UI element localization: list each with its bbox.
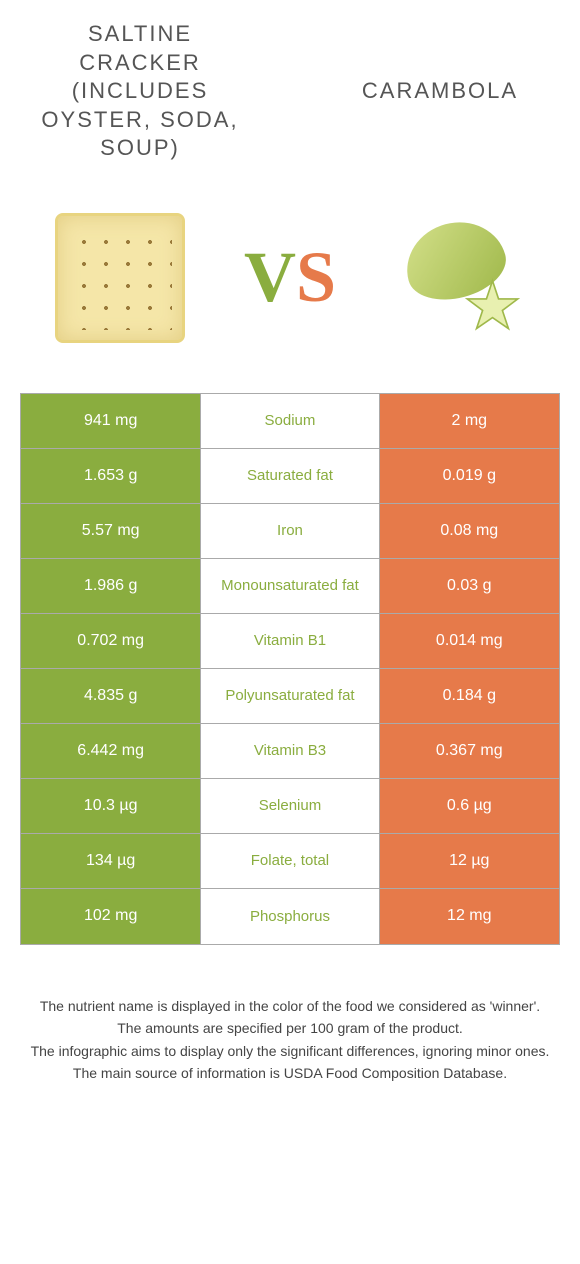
right-value: 0.03 g [380,559,559,613]
table-row: 1.653 gSaturated fat0.019 g [21,449,559,504]
carambola-icon [390,218,530,338]
right-value: 0.019 g [380,449,559,503]
right-food-title: CARAMBOLA [330,78,550,104]
nutrient-name: Polyunsaturated fat [200,669,379,723]
left-value: 134 µg [21,834,200,888]
left-value: 6.442 mg [21,724,200,778]
right-value: 0.6 µg [380,779,559,833]
table-row: 102 mgPhosphorus12 mg [21,889,559,944]
right-value: 0.367 mg [380,724,559,778]
right-food-image [385,203,535,353]
right-value: 2 mg [380,394,559,448]
table-row: 134 µgFolate, total12 µg [21,834,559,889]
table-row: 4.835 gPolyunsaturated fat0.184 g [21,669,559,724]
comparison-table: 941 mgSodium2 mg1.653 gSaturated fat0.01… [20,393,560,945]
left-value: 1.986 g [21,559,200,613]
footer-notes: The nutrient name is displayed in the co… [0,945,580,1105]
left-value: 941 mg [21,394,200,448]
footer-line: The amounts are specified per 100 gram o… [30,1017,550,1039]
header: SALTINE CRACKER (INCLUDES OYSTER, SODA, … [0,0,580,173]
left-value: 10.3 µg [21,779,200,833]
nutrient-name: Iron [200,504,379,558]
footer-line: The main source of information is USDA F… [30,1062,550,1084]
left-food-title: SALTINE CRACKER (INCLUDES OYSTER, SODA, … [30,20,250,163]
footer-line: The nutrient name is displayed in the co… [30,995,550,1017]
nutrient-name: Phosphorus [200,889,379,944]
left-value: 102 mg [21,889,200,944]
left-value: 4.835 g [21,669,200,723]
nutrient-name: Monounsaturated fat [200,559,379,613]
footer-line: The infographic aims to display only the… [30,1040,550,1062]
right-value: 12 mg [380,889,559,944]
left-value: 0.702 mg [21,614,200,668]
right-value: 0.184 g [380,669,559,723]
table-row: 941 mgSodium2 mg [21,394,559,449]
right-value: 0.08 mg [380,504,559,558]
vs-s: S [296,237,336,317]
left-food-image [45,203,195,353]
vs-v: V [244,237,296,317]
nutrient-name: Vitamin B3 [200,724,379,778]
table-row: 10.3 µgSelenium0.6 µg [21,779,559,834]
table-row: 6.442 mgVitamin B30.367 mg [21,724,559,779]
right-value: 0.014 mg [380,614,559,668]
nutrient-name: Selenium [200,779,379,833]
nutrient-name: Sodium [200,394,379,448]
table-row: 0.702 mgVitamin B10.014 mg [21,614,559,669]
nutrient-name: Saturated fat [200,449,379,503]
left-value: 1.653 g [21,449,200,503]
cracker-icon [55,213,185,343]
table-row: 5.57 mgIron0.08 mg [21,504,559,559]
nutrient-name: Folate, total [200,834,379,888]
vs-label: VS [244,236,336,319]
images-row: VS [0,173,580,393]
nutrient-name: Vitamin B1 [200,614,379,668]
table-row: 1.986 gMonounsaturated fat0.03 g [21,559,559,614]
left-value: 5.57 mg [21,504,200,558]
right-value: 12 µg [380,834,559,888]
